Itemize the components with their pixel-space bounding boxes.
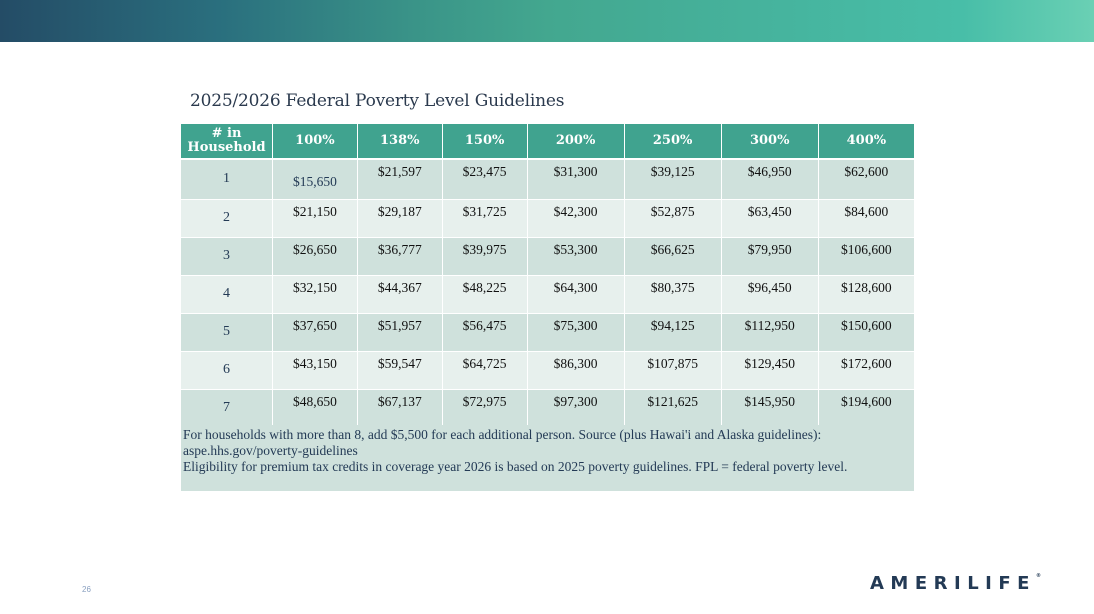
cell-400: $62,600: [818, 160, 914, 200]
table-row: 7 $48,650 $67,137 $72,975 $97,300 $121,6…: [181, 390, 914, 428]
cell-150: $56,475: [442, 314, 528, 352]
cell-250: $80,375: [624, 276, 722, 314]
cell-200: $97,300: [527, 390, 625, 428]
table-row: 4 $32,150 $44,367 $48,225 $64,300 $80,37…: [181, 276, 914, 314]
header-line: Household: [187, 140, 266, 155]
col-header-138: 138%: [357, 124, 443, 160]
cell-138: $51,957: [357, 314, 443, 352]
footnote-source-link: aspe.hhs.gov/poverty-guidelines: [183, 443, 358, 458]
cell-200: $64,300: [527, 276, 625, 314]
cell-250: $52,875: [624, 200, 722, 238]
cell-300: $96,450: [721, 276, 819, 314]
cell-250: $107,875: [624, 352, 722, 390]
poverty-guidelines-table: # in Household 100% 138% 150% 200% 250% 3…: [181, 124, 914, 466]
col-header-household: # in Household: [181, 124, 273, 160]
footnote-line: Eligibility for premium tax credits in c…: [183, 459, 848, 474]
cell-200: $86,300: [527, 352, 625, 390]
table-row: 5 $37,650 $51,957 $56,475 $75,300 $94,12…: [181, 314, 914, 352]
cell-400: $128,600: [818, 276, 914, 314]
cell-300: $112,950: [721, 314, 819, 352]
cell-250: $66,625: [624, 238, 722, 276]
cell-150: $48,225: [442, 276, 528, 314]
household-size: 4: [181, 276, 273, 314]
cell-138: $67,137: [357, 390, 443, 428]
cell-300: $79,950: [721, 238, 819, 276]
cell-100: $48,650: [273, 390, 358, 428]
cell-400: $194,600: [818, 390, 914, 428]
table-header-row: # in Household 100% 138% 150% 200% 250% 3…: [181, 124, 914, 160]
table-row: 6 $43,150 $59,547 $64,725 $86,300 $107,8…: [181, 352, 914, 390]
cell-400: $172,600: [818, 352, 914, 390]
cell-200: $53,300: [527, 238, 625, 276]
cell-400: $106,600: [818, 238, 914, 276]
col-header-150: 150%: [442, 124, 528, 160]
header-line: # in: [211, 126, 242, 141]
cell-300: $145,950: [721, 390, 819, 428]
amerilife-logo: AMERILIFE®: [870, 573, 1041, 594]
cell-100: $43,150: [273, 352, 358, 390]
col-header-100: 100%: [273, 124, 358, 160]
cell-138: $44,367: [357, 276, 443, 314]
slide-title: 2025/2026 Federal Poverty Level Guidelin…: [190, 91, 565, 111]
cell-150: $31,725: [442, 200, 528, 238]
table-row: 2 $21,150 $29,187 $31,725 $42,300 $52,87…: [181, 200, 914, 238]
table-row: 3 $26,650 $36,777 $39,975 $53,300 $66,62…: [181, 238, 914, 276]
household-size: 1: [181, 160, 273, 200]
cell-100: $21,150: [273, 200, 358, 238]
cell-250: $39,125: [624, 160, 722, 200]
cell-138: $36,777: [357, 238, 443, 276]
household-size: 7: [181, 390, 273, 428]
cell-138: $29,187: [357, 200, 443, 238]
cell-200: $31,300: [527, 160, 625, 200]
table-footnote: For households with more than 8, add $5,…: [181, 425, 914, 491]
footnote-line: For households with more than 8, add $5,…: [183, 427, 822, 442]
registered-mark: ®: [1035, 573, 1041, 579]
cell-150: $39,975: [442, 238, 528, 276]
cell-150: $23,475: [442, 160, 528, 200]
cell-250: $121,625: [624, 390, 722, 428]
cell-250: $94,125: [624, 314, 722, 352]
cell-100: $15,650: [273, 160, 358, 200]
cell-138: $21,597: [357, 160, 443, 200]
cell-300: $129,450: [721, 352, 819, 390]
page-number: 26: [82, 585, 91, 594]
cell-300: $63,450: [721, 200, 819, 238]
household-size: 3: [181, 238, 273, 276]
household-size: 5: [181, 314, 273, 352]
cell-400: $84,600: [818, 200, 914, 238]
col-header-400: 400%: [818, 124, 914, 160]
cell-100: $37,650: [273, 314, 358, 352]
cell-138: $59,547: [357, 352, 443, 390]
cell-200: $42,300: [527, 200, 625, 238]
cell-100: $26,650: [273, 238, 358, 276]
household-size: 6: [181, 352, 273, 390]
cell-150: $72,975: [442, 390, 528, 428]
col-header-300: 300%: [721, 124, 819, 160]
cell-400: $150,600: [818, 314, 914, 352]
header-gradient-band: [0, 0, 1094, 42]
cell-200: $75,300: [527, 314, 625, 352]
cell-100: $32,150: [273, 276, 358, 314]
col-header-250: 250%: [624, 124, 722, 160]
cell-150: $64,725: [442, 352, 528, 390]
col-header-200: 200%: [527, 124, 625, 160]
household-size: 2: [181, 200, 273, 238]
table-row: 1 $15,650 $21,597 $23,475 $31,300 $39,12…: [181, 160, 914, 200]
logo-text: AMERILIFE: [870, 573, 1036, 594]
cell-300: $46,950: [721, 160, 819, 200]
